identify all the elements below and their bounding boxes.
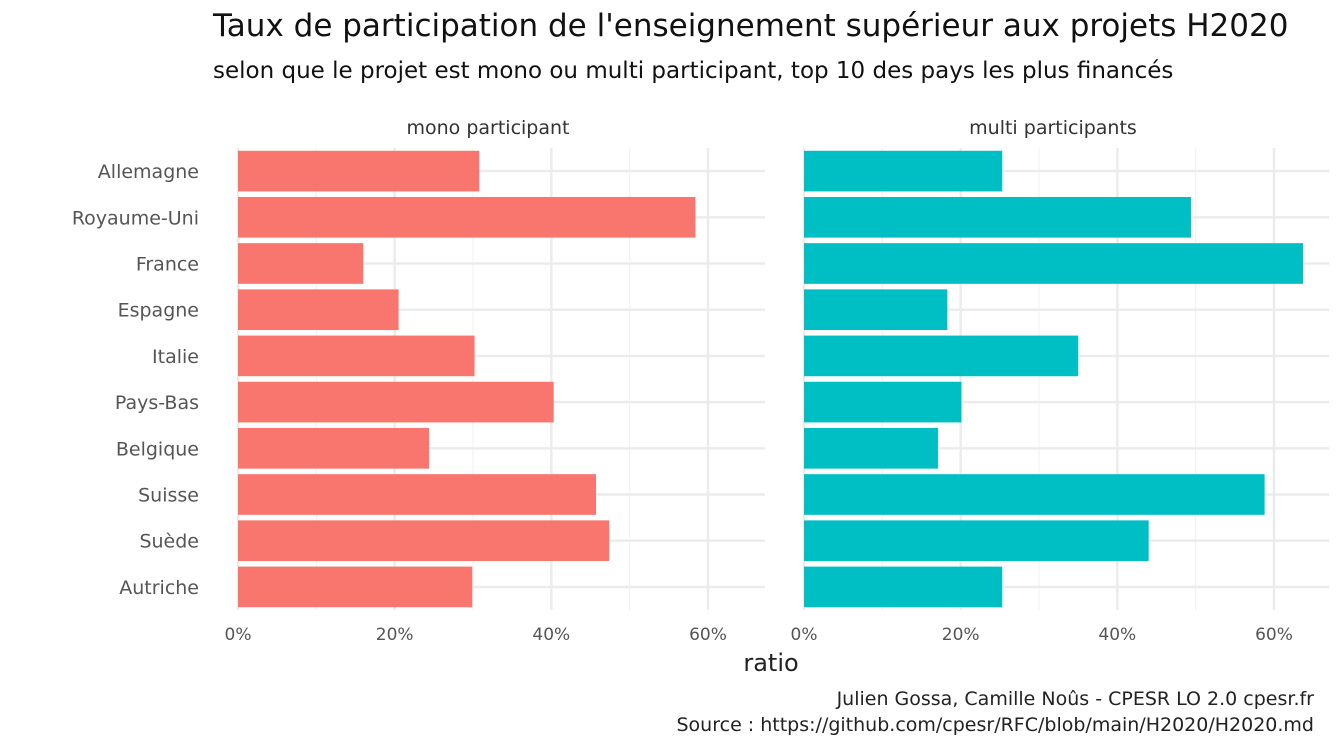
bar (238, 520, 610, 562)
x-tick-label: 60% (1255, 625, 1293, 645)
y-tick-label: France (136, 254, 199, 276)
bar (238, 243, 364, 284)
y-tick-label: Suisse (138, 485, 199, 507)
y-tick-label: Suède (139, 531, 199, 553)
bar (238, 381, 554, 423)
y-tick-label: Royaume-Uni (72, 207, 199, 229)
facet-strip-label: mono participant (406, 117, 569, 139)
bar (804, 243, 1303, 284)
y-tick-label: Espagne (118, 300, 199, 322)
bar (238, 427, 430, 469)
bar (238, 196, 696, 238)
x-tick-label: 20% (376, 625, 414, 645)
bar (804, 335, 1079, 377)
facet-strip-label: multi participants (969, 117, 1137, 139)
x-axis-label: ratio (743, 649, 798, 677)
bar (238, 150, 480, 192)
bar (804, 474, 1265, 515)
y-tick-label: Allemagne (98, 161, 199, 183)
y-tick-label: Pays-Bas (115, 392, 199, 414)
bar (238, 474, 596, 515)
caption-credits: Julien Gossa, Camille Noûs - CPESR LO 2.… (836, 688, 1314, 710)
x-tick-label: 20% (942, 625, 980, 645)
x-tick-label: 60% (689, 625, 727, 645)
caption-source: Source : https://github.com/cpesr/RFC/bl… (676, 714, 1315, 736)
bar (804, 289, 948, 331)
bar (238, 289, 399, 331)
y-tick-label: Italie (152, 346, 199, 368)
chart-title: Taux de participation de l'enseignement … (213, 8, 1289, 44)
x-tick-label: 0% (791, 625, 818, 645)
x-tick-label: 40% (1098, 625, 1136, 645)
bar (804, 566, 1003, 608)
y-tick-label: Autriche (119, 577, 199, 599)
x-tick-label: 40% (532, 625, 570, 645)
bar (804, 381, 962, 423)
bar (238, 566, 473, 608)
bar (804, 150, 1003, 192)
bar (804, 427, 938, 469)
chart-subtitle: selon que le projet est mono ou multi pa… (213, 58, 1174, 84)
bar (804, 520, 1149, 562)
y-tick-label: Belgique (116, 438, 199, 460)
x-tick-label: 0% (225, 625, 252, 645)
bar (804, 196, 1191, 238)
bar (238, 335, 475, 377)
